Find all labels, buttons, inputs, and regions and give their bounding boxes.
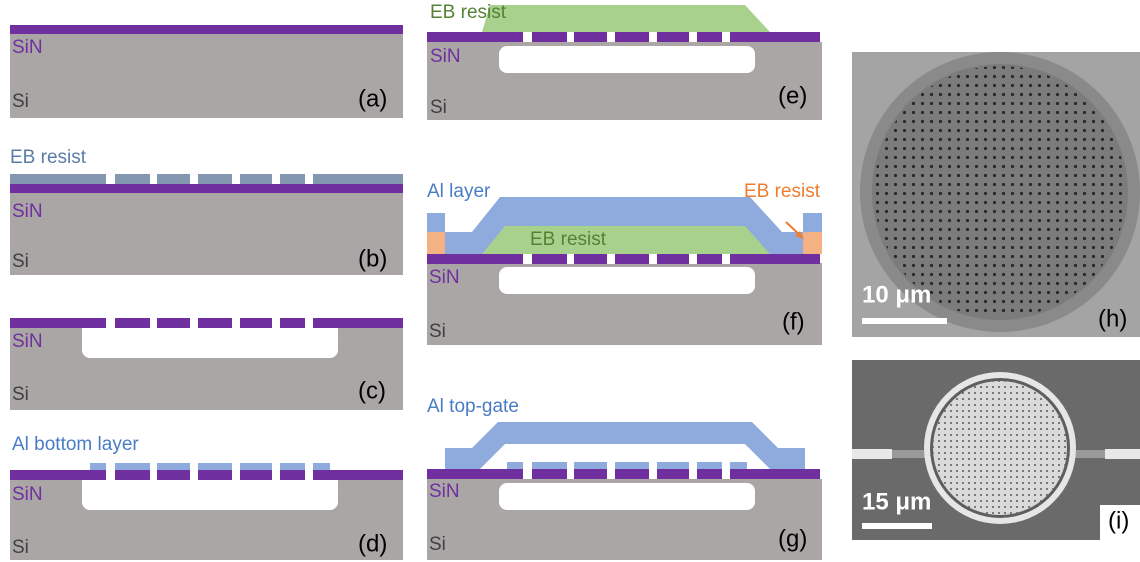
panel-tag: (b) <box>358 245 387 272</box>
panel-b: EB resist SiN Si (b) <box>10 147 403 275</box>
sin-label: SiN <box>430 46 461 67</box>
panel-tag: (f) <box>782 308 805 335</box>
si-label: Si <box>429 321 446 342</box>
side-resist-label: EB resist <box>744 181 821 202</box>
panel-d: Al bottom layer SiN Si (d) <box>10 434 403 560</box>
sin-label: SiN <box>429 267 460 288</box>
panel-tag: (h) <box>1098 305 1127 332</box>
panel-tag: (d) <box>358 530 387 557</box>
sin-label: SiN <box>429 481 460 502</box>
sin-label: SiN <box>12 201 43 222</box>
panel-c: SiN Si (c) <box>10 318 403 410</box>
panel-tag: (a) <box>358 85 387 112</box>
scale-label: 15 μm <box>862 488 931 515</box>
si-label: Si <box>12 251 29 272</box>
sin-label: SiN <box>12 37 43 58</box>
panel-h: 10 μm (h) <box>852 52 1140 337</box>
panel-tag: (e) <box>778 82 807 109</box>
sin-label: SiN <box>12 484 43 505</box>
al-label: Al layer <box>427 181 491 202</box>
si-label: Si <box>429 534 446 555</box>
resist-label: EB resist <box>10 147 87 168</box>
si-label: Si <box>12 537 29 558</box>
panel-a: SiN Si (a) <box>10 25 403 118</box>
panel-tag: (c) <box>358 377 386 404</box>
sin-label: SiN <box>12 331 43 352</box>
panel-tag: (g) <box>778 525 807 552</box>
panel-i: 15 μm (i) <box>852 360 1140 540</box>
si-label: Si <box>12 91 29 112</box>
al-label: Al bottom layer <box>12 434 139 455</box>
si-label: Si <box>430 97 447 118</box>
si-label: Si <box>12 384 29 405</box>
al-label: Al top-gate <box>427 396 519 417</box>
panel-e: EB resist SiN Si (e) <box>427 2 822 120</box>
panel-tag: (i) <box>1108 507 1129 534</box>
panel-f: Al layer EB resist EB resist SiN Si (f) <box>427 181 822 345</box>
scale-label: 10 μm <box>862 281 931 308</box>
panel-g: Al top-gate SiN Si (g) <box>427 396 822 560</box>
inner-resist-label: EB resist <box>530 229 607 250</box>
resist-label: EB resist <box>430 2 507 23</box>
